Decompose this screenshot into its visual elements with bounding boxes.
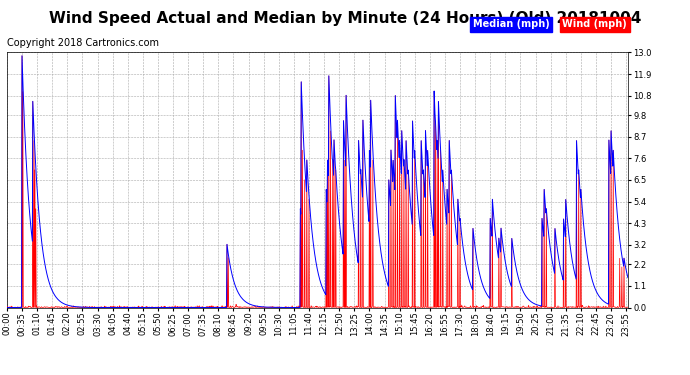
Text: Wind (mph): Wind (mph): [562, 20, 627, 29]
Text: Median (mph): Median (mph): [473, 20, 549, 29]
Text: Wind Speed Actual and Median by Minute (24 Hours) (Old) 20181004: Wind Speed Actual and Median by Minute (…: [49, 11, 641, 26]
Text: Copyright 2018 Cartronics.com: Copyright 2018 Cartronics.com: [7, 38, 159, 48]
